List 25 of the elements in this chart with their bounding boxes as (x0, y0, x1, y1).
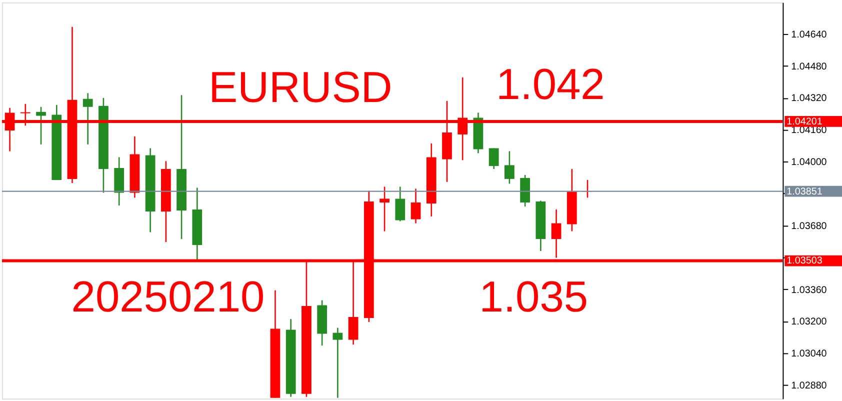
ref-line-label: 1.03851 (786, 186, 823, 198)
y-tick-label: 1.03200 (791, 316, 828, 328)
candlestick (332, 327, 343, 398)
ref-line-label: 1.03503 (786, 256, 823, 267)
y-tick-label: 1.02880 (791, 380, 828, 392)
candlestick (395, 186, 406, 222)
candlestick (36, 106, 46, 146)
y-tick-label: 1.04160 (791, 125, 828, 136)
y-tick-label: 1.04480 (791, 61, 828, 72)
candlestick (504, 150, 514, 184)
y-tick-label: 1.04320 (791, 93, 828, 104)
annotation: EURUSD (208, 64, 392, 112)
candlestick (410, 188, 421, 224)
annotation: 20250210 (71, 274, 265, 322)
y-tick-label: 1.04640 (791, 29, 828, 40)
candlestick (488, 148, 499, 170)
candlestick (82, 92, 93, 146)
ref-line-label: 1.04201 (786, 116, 823, 128)
y-tick-label: 1.03360 (791, 284, 828, 296)
y-tick-label: 1.03680 (791, 220, 828, 232)
y-tick-label: 1.04000 (791, 157, 828, 168)
candlestick (380, 186, 390, 232)
annotation: 1.042 (496, 61, 605, 110)
annotation: 1.035 (479, 274, 588, 322)
y-tick-label: 1.03040 (791, 348, 828, 360)
